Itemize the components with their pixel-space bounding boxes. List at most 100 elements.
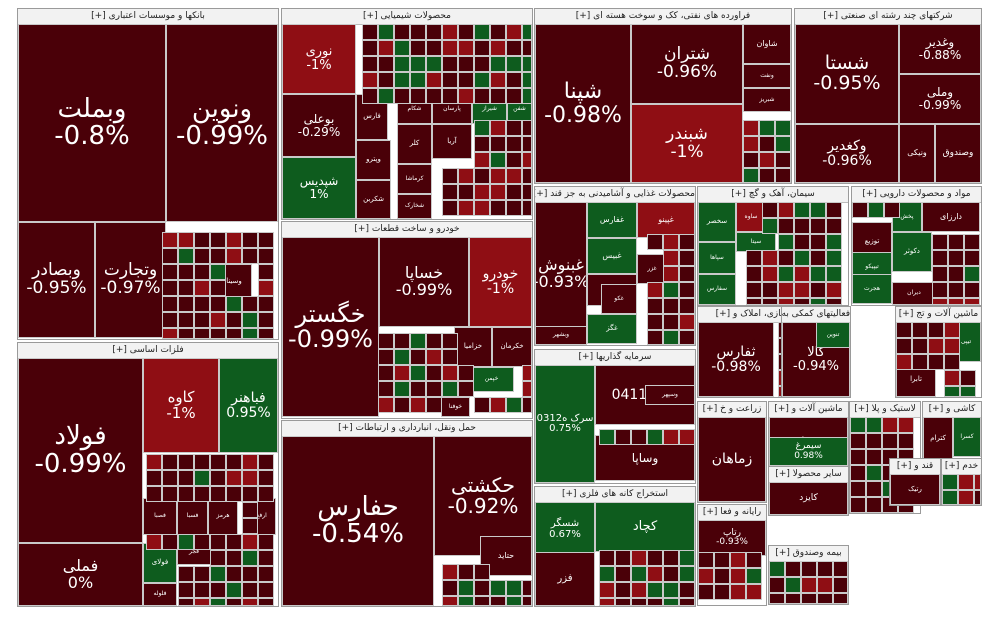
tile[interactable] bbox=[442, 40, 458, 56]
tile[interactable] bbox=[442, 596, 458, 606]
tile[interactable] bbox=[942, 474, 958, 490]
tile[interactable] bbox=[442, 24, 458, 40]
tile[interactable] bbox=[474, 564, 490, 580]
tile[interactable]: غبنوش -0.93% bbox=[535, 202, 587, 345]
tile[interactable] bbox=[210, 328, 226, 339]
tile[interactable] bbox=[850, 417, 866, 433]
sector-conglomerates[interactable]: شرکتهای چند رشته ای صنعتی [+] شستا -0.95% و… bbox=[794, 8, 982, 184]
tile[interactable] bbox=[762, 202, 778, 218]
tile[interactable] bbox=[679, 250, 695, 266]
tile[interactable] bbox=[615, 550, 631, 566]
tile[interactable] bbox=[394, 397, 410, 413]
tile[interactable]: سرک ه0312 0.75% bbox=[535, 365, 595, 483]
tile[interactable]: فزر bbox=[535, 552, 595, 606]
tile[interactable] bbox=[458, 56, 474, 72]
tile[interactable] bbox=[226, 328, 242, 339]
tile[interactable]: غکو bbox=[601, 284, 637, 314]
tile[interactable] bbox=[242, 248, 258, 264]
tile[interactable] bbox=[474, 56, 490, 72]
tile[interactable] bbox=[258, 470, 274, 486]
sector-title[interactable]: فعالیتهای کمکی به نه [+] bbox=[782, 307, 850, 323]
tile[interactable] bbox=[974, 490, 981, 505]
tile[interactable] bbox=[730, 552, 746, 568]
tile[interactable] bbox=[178, 248, 194, 264]
tile[interactable] bbox=[522, 152, 532, 168]
tile[interactable]: خودرو -1% bbox=[469, 237, 532, 327]
tile[interactable] bbox=[258, 312, 274, 328]
tile[interactable] bbox=[442, 564, 458, 580]
tile[interactable] bbox=[522, 136, 532, 152]
tile[interactable] bbox=[631, 598, 647, 606]
tile[interactable] bbox=[194, 280, 210, 296]
tile[interactable] bbox=[378, 397, 394, 413]
tile[interactable] bbox=[458, 596, 474, 606]
tile[interactable]: دیران bbox=[892, 282, 936, 305]
tile[interactable] bbox=[663, 250, 679, 266]
tile[interactable] bbox=[258, 550, 274, 566]
tile[interactable] bbox=[960, 386, 976, 397]
tile[interactable] bbox=[362, 88, 378, 104]
tile[interactable] bbox=[178, 566, 194, 582]
tile[interactable] bbox=[599, 582, 615, 598]
sector-insurance[interactable]: بیمه وصندوق [+] bbox=[768, 545, 849, 605]
tile[interactable] bbox=[178, 264, 194, 280]
tile[interactable] bbox=[258, 248, 274, 264]
tile[interactable] bbox=[647, 429, 663, 445]
tile[interactable] bbox=[378, 381, 394, 397]
tile[interactable] bbox=[679, 282, 695, 298]
tile[interactable] bbox=[194, 486, 210, 502]
tile[interactable] bbox=[378, 365, 394, 381]
sector-agriculture[interactable]: زراعت و خ [+] زماهان bbox=[697, 401, 767, 503]
tile[interactable]: وصندوق bbox=[935, 124, 981, 183]
sector-sugar[interactable]: قند و [+] رتیک bbox=[889, 458, 941, 506]
tile[interactable] bbox=[442, 365, 458, 381]
tile[interactable] bbox=[442, 200, 458, 216]
tile[interactable] bbox=[394, 381, 410, 397]
tile[interactable]: غبیس bbox=[587, 238, 637, 274]
tile[interactable] bbox=[490, 168, 506, 184]
tile[interactable]: وکغدیر -0.96% bbox=[795, 124, 899, 183]
tile[interactable] bbox=[490, 596, 506, 606]
tile[interactable] bbox=[964, 282, 980, 298]
tile[interactable] bbox=[258, 598, 274, 606]
tile[interactable] bbox=[964, 298, 980, 305]
sector-title[interactable]: قند و [+] bbox=[890, 459, 940, 475]
tile[interactable] bbox=[394, 349, 410, 365]
tile[interactable] bbox=[506, 72, 522, 88]
tile[interactable] bbox=[743, 168, 759, 183]
tile[interactable] bbox=[258, 454, 274, 470]
tile[interactable]: رتاپ -0.93% bbox=[698, 520, 766, 556]
sector-title[interactable]: زراعت و خ [+] bbox=[698, 402, 766, 418]
tile[interactable] bbox=[794, 250, 810, 266]
tile[interactable] bbox=[458, 184, 474, 200]
tile[interactable] bbox=[442, 580, 458, 596]
tile[interactable] bbox=[762, 282, 778, 298]
tile[interactable] bbox=[663, 314, 679, 330]
tile[interactable] bbox=[474, 136, 490, 152]
tile[interactable] bbox=[194, 566, 210, 582]
tile[interactable] bbox=[258, 280, 274, 296]
tile[interactable]: وپترو bbox=[356, 140, 391, 180]
tile[interactable] bbox=[442, 349, 458, 365]
sector-title[interactable]: سایر محصولا [+] bbox=[769, 467, 848, 483]
tile[interactable] bbox=[458, 381, 474, 397]
tile[interactable] bbox=[663, 550, 679, 566]
tile[interactable] bbox=[522, 168, 532, 184]
tile[interactable]: آریا bbox=[432, 124, 472, 159]
tile[interactable] bbox=[226, 296, 242, 312]
tile[interactable] bbox=[615, 566, 631, 582]
sector-title[interactable]: سرمایه گذاریها [+] bbox=[535, 350, 695, 366]
tile[interactable] bbox=[410, 72, 426, 88]
tile[interactable]: حفارس -0.54% bbox=[282, 436, 434, 606]
tile[interactable] bbox=[162, 486, 178, 502]
tile[interactable] bbox=[474, 596, 490, 606]
tile[interactable] bbox=[850, 465, 866, 481]
tile[interactable]: شسگر 0.67% bbox=[535, 502, 595, 557]
tile[interactable]: شخارک bbox=[397, 194, 432, 219]
tile[interactable] bbox=[826, 234, 842, 250]
sector-title[interactable]: استخراج کانه های فلزی [+] bbox=[535, 487, 695, 503]
tile[interactable]: غفارس bbox=[587, 202, 637, 238]
tile[interactable] bbox=[458, 580, 474, 596]
tile[interactable]: شکربن bbox=[356, 180, 391, 219]
tile[interactable]: خزامیا bbox=[454, 327, 492, 367]
